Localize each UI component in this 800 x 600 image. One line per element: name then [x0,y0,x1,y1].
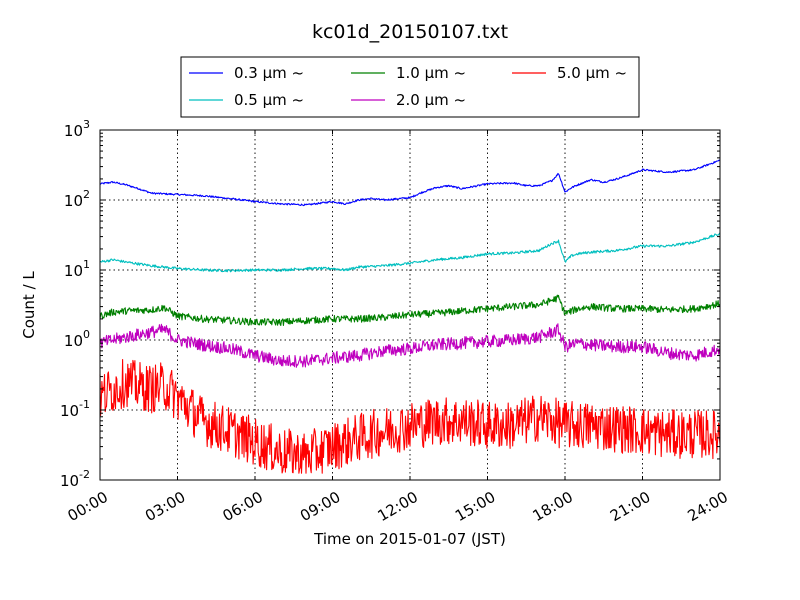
x-axis-label: Time on 2015-01-07 (JST) [313,530,506,548]
series-layer [99,159,721,474]
y-tick-label: 101 [64,258,90,280]
series-line-0 [99,159,721,207]
legend-label-3: 2.0 μm ~ [396,91,466,109]
legend-label-1: 0.5 μm ~ [234,91,304,109]
y-axis-ticks: 10-2 10-1 100 101 102 103 [60,118,720,490]
y-tick-label: 100 [64,328,90,350]
chart-title: kc01d_20150107.txt [312,21,508,43]
y-tick-label: 10-2 [60,468,90,490]
legend-label-4: 5.0 μm ~ [557,64,627,82]
legend: 0.3 μm ~ 0.5 μm ~ 1.0 μm ~ 2.0 μm ~ 5.0 μm ~ [180,56,640,118]
series-line-4 [99,358,721,474]
series-line-2 [99,294,721,326]
legend-frame [180,56,640,118]
legend-label-0: 0.3 μm ~ [234,64,304,82]
y-tick-label: 10-1 [60,398,90,420]
series-line-3 [99,323,721,368]
series-line-1 [99,232,721,273]
y-tick-label: 102 [64,188,90,210]
y-axis-label: Count / L [20,271,38,339]
y-tick-label: 103 [64,118,90,140]
legend-label-2: 1.0 μm ~ [396,64,466,82]
